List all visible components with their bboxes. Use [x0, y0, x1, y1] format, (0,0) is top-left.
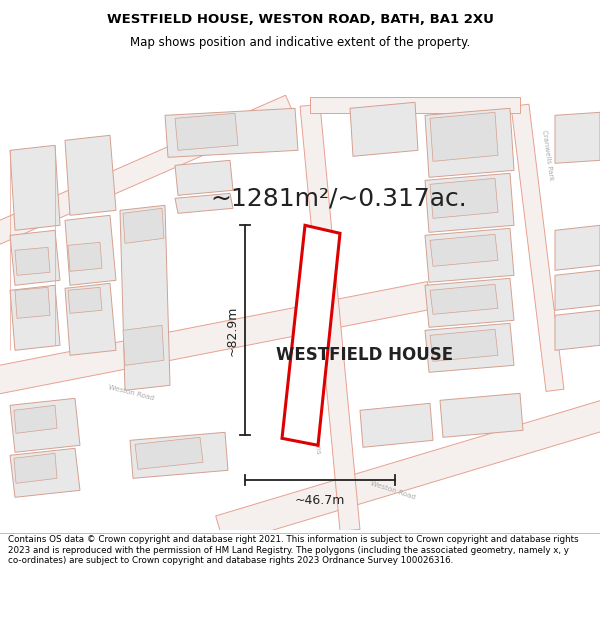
Polygon shape: [65, 215, 116, 285]
Polygon shape: [10, 448, 80, 498]
Polygon shape: [175, 193, 233, 213]
Polygon shape: [425, 173, 514, 232]
Text: Cranwells Park: Cranwells Park: [541, 129, 554, 181]
Polygon shape: [555, 112, 600, 163]
Text: Map shows position and indicative extent of the property.: Map shows position and indicative extent…: [130, 36, 470, 49]
Polygon shape: [175, 160, 233, 195]
Polygon shape: [310, 98, 520, 113]
Text: Park Gardens: Park Gardens: [309, 407, 321, 454]
Polygon shape: [555, 270, 600, 310]
Polygon shape: [165, 108, 298, 158]
Polygon shape: [120, 205, 170, 390]
Polygon shape: [14, 405, 57, 433]
Polygon shape: [360, 403, 433, 448]
Polygon shape: [430, 112, 498, 161]
Polygon shape: [10, 230, 60, 285]
Polygon shape: [10, 285, 60, 350]
Polygon shape: [68, 288, 102, 313]
Text: ~1281m²/~0.317ac.: ~1281m²/~0.317ac.: [210, 186, 467, 210]
Polygon shape: [0, 95, 295, 256]
Polygon shape: [440, 393, 523, 438]
Polygon shape: [425, 228, 514, 282]
Polygon shape: [430, 234, 498, 266]
Polygon shape: [68, 242, 102, 271]
Polygon shape: [15, 288, 50, 318]
Polygon shape: [15, 248, 50, 275]
Polygon shape: [10, 145, 60, 230]
Polygon shape: [215, 396, 600, 544]
Polygon shape: [430, 178, 498, 218]
Text: ~46.7m: ~46.7m: [295, 494, 345, 508]
Polygon shape: [175, 113, 238, 150]
Polygon shape: [425, 108, 514, 177]
Polygon shape: [135, 438, 203, 469]
Text: WESTFIELD HOUSE: WESTFIELD HOUSE: [277, 346, 454, 364]
Polygon shape: [65, 283, 116, 355]
Polygon shape: [130, 432, 228, 478]
Polygon shape: [65, 135, 116, 215]
Polygon shape: [430, 329, 498, 361]
Text: Contains OS data © Crown copyright and database right 2021. This information is : Contains OS data © Crown copyright and d…: [8, 535, 578, 565]
Polygon shape: [555, 225, 600, 270]
Polygon shape: [282, 225, 340, 445]
Polygon shape: [123, 208, 164, 243]
Polygon shape: [14, 453, 57, 483]
Polygon shape: [10, 398, 80, 452]
Polygon shape: [425, 323, 514, 372]
Text: Weston Road: Weston Road: [108, 384, 155, 401]
Polygon shape: [430, 284, 498, 314]
Polygon shape: [350, 102, 418, 156]
Polygon shape: [0, 282, 433, 399]
Polygon shape: [123, 325, 164, 365]
Text: Weston Road: Weston Road: [370, 480, 416, 501]
Text: ~82.9m: ~82.9m: [226, 305, 239, 356]
Polygon shape: [511, 104, 564, 391]
Polygon shape: [300, 104, 360, 531]
Text: WESTFIELD HOUSE, WESTON ROAD, BATH, BA1 2XU: WESTFIELD HOUSE, WESTON ROAD, BATH, BA1 …: [107, 14, 493, 26]
Polygon shape: [555, 310, 600, 350]
Polygon shape: [425, 278, 514, 328]
